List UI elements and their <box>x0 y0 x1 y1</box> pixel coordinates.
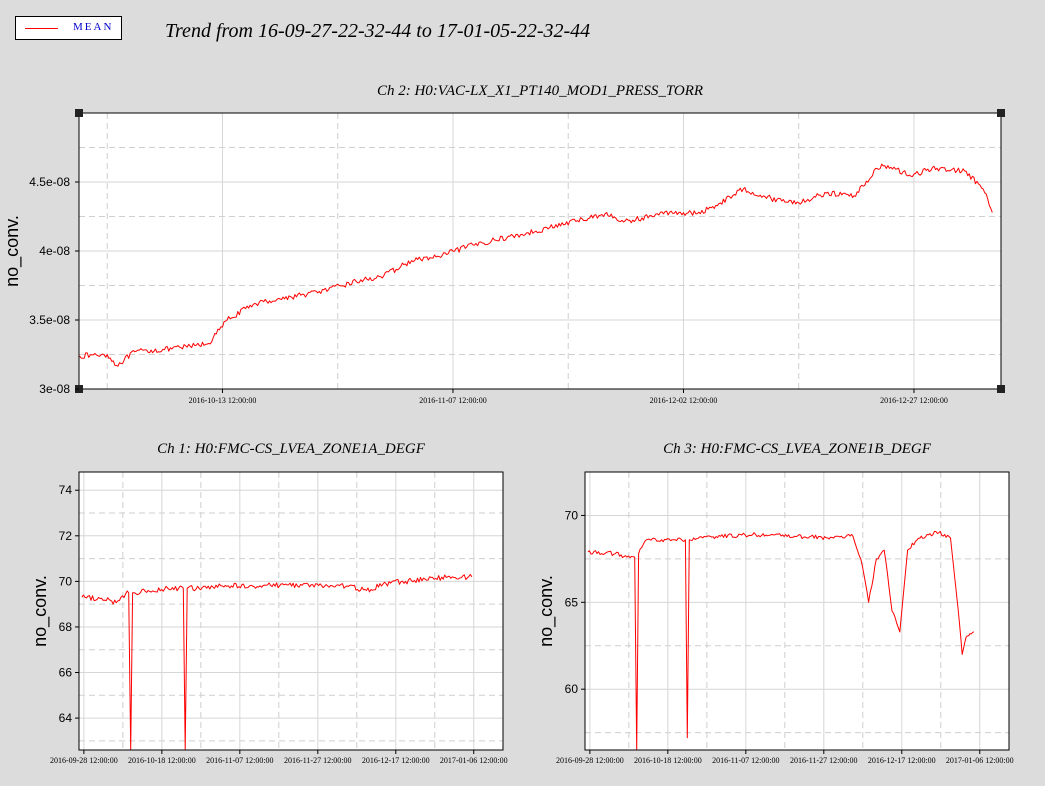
resize-handle[interactable] <box>997 109 1005 117</box>
x-tick-label: 2016-11-07 12:00:00 <box>206 756 273 765</box>
chart-ch1: 64 66 68 70 72 74 2016-09-28 12:00:00 2016-10-1… <box>30 441 508 765</box>
x-tick-label: 2016-12-02 12:00:00 <box>650 396 718 405</box>
chart-ch3: 60 65 70 2016-09-28 12:00:00 2016-10-18 12:0… <box>536 441 1014 765</box>
legend: MEAN <box>15 16 122 40</box>
series-line <box>587 530 975 750</box>
x-tick-label: 2016-11-27 12:00:00 <box>790 756 857 765</box>
trend-title: Trend from 16-09-27-22-32-44 to 17-01-05… <box>165 20 591 42</box>
x-tick-label: 2016-12-17 12:00:00 <box>868 756 936 765</box>
x-tick-label: 2016-10-18 12:00:00 <box>128 756 196 765</box>
y-tick-label: 3e-08 <box>39 382 70 396</box>
plot-area <box>585 472 1009 750</box>
x-tick-label: 2017-01-06 12:00:00 <box>440 756 508 765</box>
x-tick-label: 2016-09-28 12:00:00 <box>556 756 624 765</box>
x-tick-label: 2016-09-28 12:00:00 <box>50 756 118 765</box>
y-tick-label: 60 <box>565 682 579 696</box>
y-tick-label: 74 <box>59 483 73 497</box>
plot-frame <box>78 471 504 751</box>
y-tick-label: 70 <box>59 574 73 588</box>
chart-title: Ch 1: H0:FMC-CS_LVEA_ZONE1A_DEGF <box>157 441 426 457</box>
y-tick-label: 3.5e-08 <box>29 313 70 327</box>
chart-ch2: 3e-08 3.5e-08 4e-08 4.5e-08 2016-10-13 12:00… <box>2 83 1005 405</box>
x-tick-label: 2016-11-07 12:00:00 <box>419 396 486 405</box>
legend-line-swatch <box>25 28 58 29</box>
y-tick-label: 64 <box>59 711 73 725</box>
resize-handle[interactable] <box>997 385 1005 393</box>
y-tick-label: 4.5e-08 <box>29 175 70 189</box>
resize-handle[interactable] <box>75 109 83 117</box>
y-tick-label: 66 <box>59 666 73 680</box>
y-tick-label: 72 <box>59 529 73 543</box>
y-tick-label: 4e-08 <box>39 244 70 258</box>
series-line <box>79 163 993 367</box>
y-tick-label: 65 <box>565 595 579 609</box>
y-tick-label: 70 <box>565 508 579 522</box>
x-tick-label: 2016-12-17 12:00:00 <box>362 756 430 765</box>
series-line <box>81 573 473 750</box>
plot-area <box>79 472 503 750</box>
chart-title: Ch 2: H0:VAC-LX_X1_PT140_MOD1_PRESS_TORR <box>377 83 703 99</box>
plot-frame <box>584 471 1010 751</box>
x-tick-label: 2016-12-27 12:00:00 <box>880 396 948 405</box>
y-axis-label: no_conv. <box>2 215 23 287</box>
y-axis-label: no_conv. <box>536 575 557 647</box>
y-tick-label: 68 <box>59 620 73 634</box>
x-tick-label: 2016-11-27 12:00:00 <box>284 756 351 765</box>
x-tick-label: 2016-10-18 12:00:00 <box>634 756 702 765</box>
x-tick-label: 2017-01-06 12:00:00 <box>946 756 1014 765</box>
x-tick-label: 2016-10-13 12:00:00 <box>189 396 257 405</box>
y-axis-label: no_conv. <box>30 575 51 647</box>
chart-title: Ch 3: H0:FMC-CS_LVEA_ZONE1B_DEGF <box>663 441 932 457</box>
x-tick-label: 2016-11-07 12:00:00 <box>712 756 779 765</box>
legend-label: MEAN <box>73 21 114 33</box>
